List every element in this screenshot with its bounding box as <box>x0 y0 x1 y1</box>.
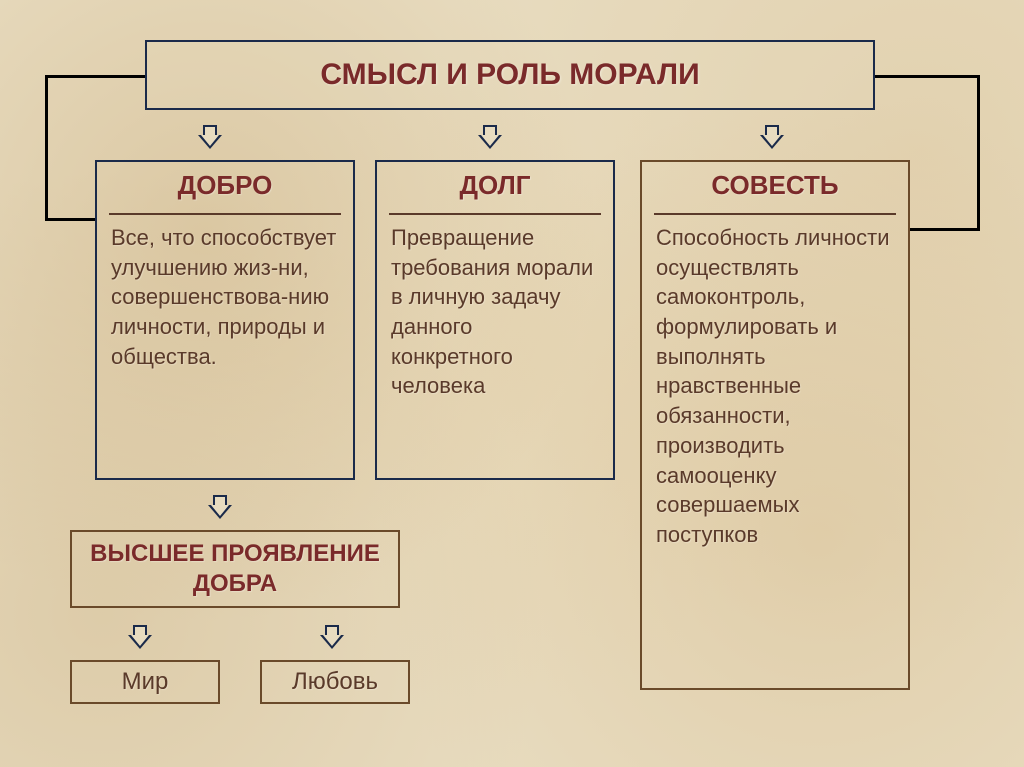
connector-line <box>875 75 980 78</box>
card-dolg: ДОЛГ Превращение требования морали в лич… <box>375 160 615 480</box>
connector-line <box>910 228 980 231</box>
card-sovest-title: СОВЕСТЬ <box>656 170 894 205</box>
connector-line <box>45 75 48 220</box>
main-title-box: СМЫСЛ И РОЛЬ МОРАЛИ <box>145 40 875 110</box>
card-dobro-title: ДОБРО <box>111 170 339 205</box>
card-dolg-title: ДОЛГ <box>391 170 599 205</box>
main-title: СМЫСЛ И РОЛЬ МОРАЛИ <box>320 58 699 92</box>
connector-line <box>45 218 95 221</box>
leaf-lyubov: Любовь <box>260 660 410 704</box>
card-dolg-body: Превращение требования морали в личную з… <box>391 223 599 401</box>
connector-line <box>977 75 980 230</box>
leaf-mir-label: Мир <box>122 668 169 696</box>
leaf-lyubov-label: Любовь <box>292 668 378 696</box>
card-dobro-body: Все, что способствует улучшению жиз-ни, … <box>111 223 339 371</box>
card-sovest-body: Способность личности осуществлять самоко… <box>656 223 894 550</box>
sub-box-title: ВЫСШЕЕ ПРОЯВЛЕНИЕ ДОБРА <box>72 539 398 599</box>
connector-line <box>45 75 145 78</box>
sub-box-highest: ВЫСШЕЕ ПРОЯВЛЕНИЕ ДОБРА <box>70 530 400 608</box>
leaf-mir: Мир <box>70 660 220 704</box>
card-sovest: СОВЕСТЬ Способность личности осуществлят… <box>640 160 910 690</box>
card-dobro: ДОБРО Все, что способствует улучшению жи… <box>95 160 355 480</box>
